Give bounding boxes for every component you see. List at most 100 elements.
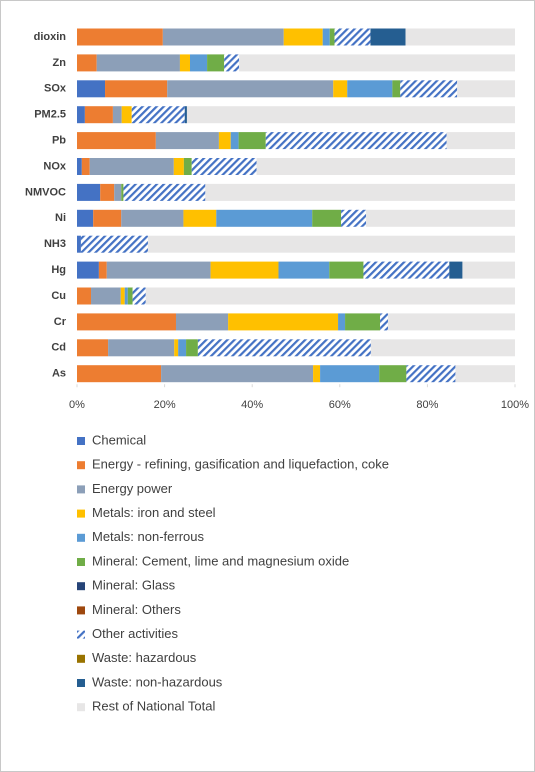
bar-segment [238, 132, 266, 150]
legend-swatch [77, 558, 85, 566]
legend-label: Metals: iron and steel [92, 505, 216, 520]
bar-segment [77, 287, 92, 305]
legend-label: Chemical [92, 432, 146, 447]
legend-swatch [77, 654, 85, 663]
bar-segment [131, 106, 185, 124]
bar-segment [186, 106, 516, 124]
bar-segment [265, 132, 447, 150]
bar-segment [205, 183, 516, 201]
bar-segment [446, 132, 515, 150]
bar-segment [392, 80, 401, 98]
legend-swatch [77, 461, 85, 470]
legend-label: Rest of National Total [92, 699, 215, 714]
legend-swatch [77, 485, 85, 494]
bar-segment [84, 106, 113, 124]
category-label: PM2.5 [34, 109, 66, 121]
bar-segment [77, 209, 94, 227]
bar-segment [210, 261, 279, 279]
category-label: As [52, 368, 66, 380]
x-tick-label: 80% [416, 399, 438, 411]
legend-swatch [77, 533, 85, 542]
bar-segment [80, 235, 148, 253]
bar-segment [124, 287, 128, 305]
bar-segment [191, 158, 257, 175]
bar-segment [184, 106, 187, 124]
bar-segment [207, 54, 225, 72]
bar-segment [91, 287, 121, 305]
bar-segment [387, 313, 515, 331]
bar-segment [127, 287, 133, 305]
bar-segment [77, 261, 99, 279]
bar-segment [379, 365, 407, 383]
bar-segment [162, 28, 284, 46]
bar-segment [178, 339, 187, 357]
bar-segment [370, 28, 406, 46]
bar-segment [183, 209, 217, 227]
bar-segment [333, 80, 348, 98]
bar-segment [313, 365, 321, 383]
bar-segment [370, 339, 515, 357]
bar-segment [106, 261, 211, 279]
bar-segment [197, 339, 371, 357]
bar-segment [455, 365, 515, 383]
bar-segment [186, 339, 198, 357]
bar-segment [183, 158, 192, 175]
bar-segment [363, 261, 450, 279]
bar-segment [462, 261, 515, 279]
bar-segment [341, 209, 367, 227]
bar-segment [121, 106, 132, 124]
x-tick-label: 40% [241, 399, 263, 411]
bar-segment [77, 158, 82, 175]
bar-segment [120, 287, 125, 305]
bar-segment [77, 132, 156, 150]
bar-segment [100, 183, 115, 201]
bar-segment [366, 209, 515, 227]
bar-segment [77, 106, 85, 124]
legend-label: Mineral: Cement, lime and magnesium oxid… [92, 553, 349, 568]
legend-label: Waste: non-hazardous [92, 674, 223, 689]
legend-label: Mineral: Others [92, 602, 181, 617]
bar-segment [405, 28, 515, 46]
legend-label: Metals: non-ferrous [92, 529, 204, 544]
bar-segment [256, 158, 515, 175]
bar-segment [77, 365, 162, 383]
bar-segment [329, 261, 364, 279]
bar-segment [108, 339, 175, 357]
bar-segment [338, 313, 346, 331]
category-label: NOx [43, 160, 67, 172]
legend-label: Mineral: Glass [92, 578, 176, 593]
bar-segment [147, 235, 515, 253]
bar-segment [322, 28, 330, 46]
category-label: NH3 [44, 238, 66, 250]
bar-segment [312, 209, 342, 227]
bar-segment [81, 158, 90, 175]
category-label: Hg [51, 264, 66, 276]
bar-segment [179, 54, 191, 72]
legend-label: Waste: hazardous [92, 650, 197, 665]
bar-segment [239, 54, 515, 72]
x-tick-label: 60% [329, 399, 351, 411]
bar-segment [334, 28, 371, 46]
bar-segment [112, 106, 122, 124]
category-label: Cr [54, 316, 67, 328]
bar-segment [224, 54, 240, 72]
category-label: Cu [51, 290, 66, 302]
bar-segment [114, 183, 122, 201]
bar-segment [329, 28, 335, 46]
legend-label: Energy - refining, gasification and liqu… [92, 457, 389, 472]
bar-segment [218, 132, 231, 150]
bar-segment [190, 54, 208, 72]
bar-segment [77, 235, 81, 253]
bar-segment [155, 132, 219, 150]
bar-segment [347, 80, 393, 98]
category-label: Ni [55, 212, 66, 224]
legend-swatch [77, 582, 85, 591]
legend-label: Other activities [92, 626, 178, 641]
bar-segment [98, 261, 107, 279]
bar-segment [345, 313, 381, 331]
bar-segment [283, 28, 323, 46]
bar-segment [77, 313, 176, 331]
category-label: Zn [53, 57, 67, 69]
bar-segment [121, 209, 184, 227]
bar-segment [77, 80, 106, 98]
